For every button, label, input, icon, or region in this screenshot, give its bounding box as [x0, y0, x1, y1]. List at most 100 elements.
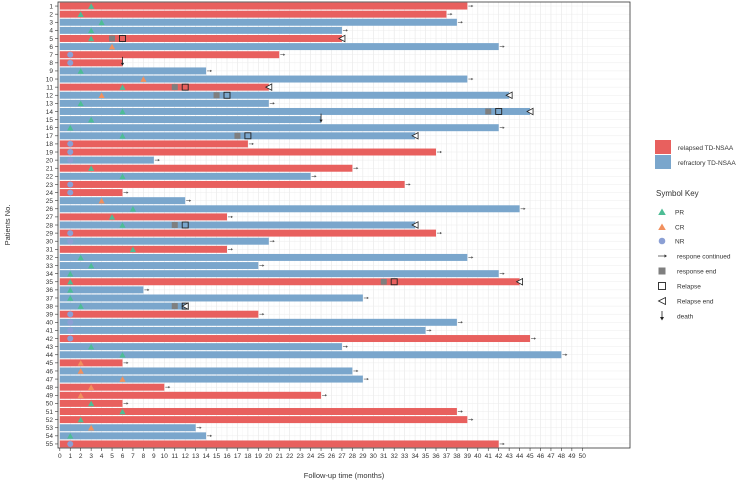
continued-arrow-head — [450, 12, 453, 16]
x-tick-label: 34 — [411, 453, 419, 460]
y-tick-label: 46 — [46, 368, 54, 375]
y-tick-label: 33 — [46, 263, 54, 270]
patient-bar — [59, 237, 269, 245]
response-pr-marker — [77, 11, 84, 17]
patient-bar — [59, 383, 165, 391]
response-pr-marker — [77, 100, 84, 107]
y-tick-label: 36 — [46, 287, 54, 294]
relapse-end-marker — [181, 302, 189, 310]
response-nr-marker — [67, 149, 74, 156]
continued-arrow-head — [356, 167, 359, 170]
symbol-key-relapse-end-label: Relapse end — [677, 299, 714, 306]
response-pr-marker — [88, 27, 95, 34]
legend-refractory-label: refractory TD-NSAA — [678, 160, 736, 167]
patient-bar — [59, 197, 186, 205]
patient-bar — [59, 262, 259, 270]
x-tick-label: 43 — [506, 453, 514, 460]
response-nr-marker — [67, 230, 74, 237]
patient-bar — [59, 59, 123, 67]
response-cr-marker — [98, 92, 105, 99]
legend-relapsed-swatch — [655, 140, 671, 154]
response-pr-marker — [119, 222, 126, 228]
y-tick-label: 25 — [46, 198, 54, 205]
continued-arrow-head — [147, 288, 150, 292]
patient-bar — [59, 99, 269, 107]
relapse-end-marker — [411, 131, 419, 140]
continued-arrow-head — [366, 296, 369, 300]
y-tick-label: 53 — [46, 425, 54, 432]
continued-arrow-head — [126, 402, 129, 405]
response-cr-marker — [88, 424, 95, 431]
response-pr-marker — [67, 278, 74, 285]
x-tick-label: 50 — [579, 453, 587, 460]
patient-bar — [59, 26, 342, 34]
x-tick-label: 47 — [547, 453, 555, 460]
x-tick-label: 45 — [526, 453, 534, 460]
continued-arrow-head — [502, 126, 505, 129]
relapse-square-icon — [658, 282, 666, 290]
x-tick-label: 44 — [516, 453, 524, 460]
x-tick-label: 21 — [276, 453, 284, 460]
event-markers — [67, 3, 568, 447]
y-tick-label: 42 — [46, 336, 54, 343]
response-pr-marker — [77, 303, 84, 309]
continued-arrow-head — [502, 45, 505, 48]
x-tick-label: 9 — [152, 453, 156, 460]
patient-bar — [59, 229, 437, 237]
death-arrow-head-icon — [660, 317, 664, 321]
x-tick-label: 6 — [121, 453, 125, 460]
y-tick-label: 54 — [46, 433, 54, 440]
response-cr-marker — [88, 384, 95, 390]
patient-bar — [59, 107, 531, 115]
patient-bar — [59, 278, 520, 286]
symbol-key-cr-label: CR — [675, 225, 685, 232]
x-tick-label: 26 — [328, 453, 336, 460]
response-nr-marker — [67, 335, 74, 342]
y-tick-label: 6 — [49, 44, 53, 51]
response-pr-marker — [88, 400, 95, 407]
continued-arrow-head — [272, 240, 275, 243]
x-tick-label: 48 — [558, 453, 566, 460]
y-tick-label: 15 — [46, 117, 54, 124]
response-cr-marker — [108, 43, 116, 50]
continued-arrow-head — [210, 69, 213, 73]
y-tick-label: 39 — [46, 312, 54, 319]
response-end-marker — [485, 108, 492, 115]
patient-bar — [59, 83, 269, 91]
y-tick-label: 13 — [46, 101, 54, 108]
response-cr-marker — [119, 376, 126, 382]
x-tick-label: 3 — [89, 453, 93, 460]
continued-arrow-head — [366, 377, 369, 381]
continued-arrow-head — [272, 102, 275, 105]
y-tick-label: 38 — [46, 303, 54, 310]
response-pr-marker — [77, 68, 84, 74]
x-tick-label: 18 — [244, 453, 252, 460]
continued-arrow-head — [314, 175, 317, 178]
y-tick-label: 18 — [46, 141, 54, 148]
x-tick-label: 19 — [255, 453, 263, 460]
y-tick-label: 37 — [46, 295, 54, 302]
continued-arrow-head — [199, 426, 202, 429]
y-tick-label: 17 — [46, 133, 54, 140]
continued-arrow-head — [210, 434, 213, 438]
x-tick-label: 20 — [265, 453, 273, 460]
continued-arrow-head — [231, 215, 233, 219]
x-tick-label: 15 — [213, 453, 221, 460]
patient-bar — [59, 67, 207, 75]
y-tick-label: 41 — [46, 328, 54, 335]
y-tick-label: 55 — [46, 441, 54, 448]
y-tick-label: 52 — [46, 417, 54, 424]
continued-arrow-head — [251, 142, 254, 146]
x-tick-label: 36 — [432, 453, 440, 460]
cr-triangle-icon — [658, 223, 666, 230]
death-marker-head — [120, 62, 125, 66]
patient-bar — [59, 124, 499, 132]
continued-arrow-head — [126, 361, 129, 365]
relapse-end-marker — [411, 221, 419, 229]
x-tick-label: 49 — [568, 453, 576, 460]
response-pr-marker — [67, 433, 74, 439]
x-tick-label: 31 — [380, 453, 388, 460]
patient-bar — [59, 318, 457, 326]
continued-arrow-head — [502, 442, 505, 446]
patient-bar — [59, 35, 342, 42]
